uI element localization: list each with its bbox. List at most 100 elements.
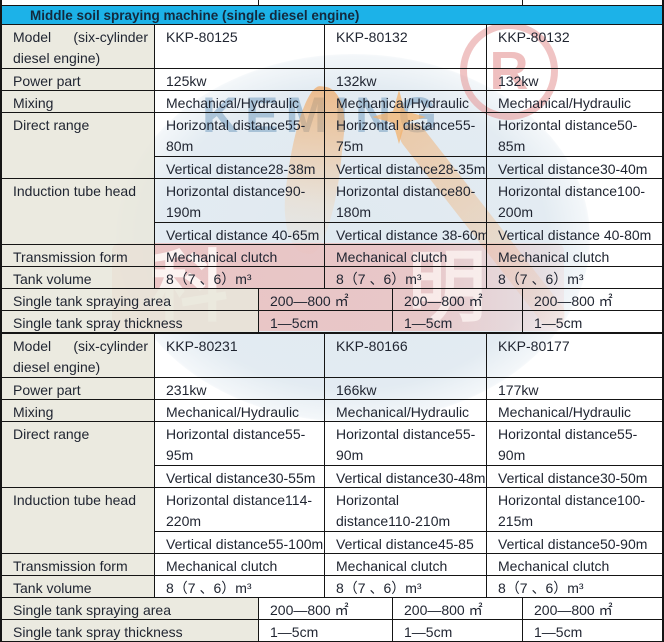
- induction-vertical-value: Vertical distance 40-80m: [487, 223, 662, 245]
- spray-thickness-value: 1—5cm: [393, 620, 523, 642]
- direct-horizontal-value: Horizontal distance55-75m: [325, 113, 487, 157]
- spray-area-label: Single tank spraying area: [2, 598, 259, 620]
- direct-range-section: Direct range Horizontal distance55-80m H…: [2, 113, 662, 179]
- direct-horizontal-value: Horizontal distance55-90m: [487, 422, 662, 466]
- power-value: 125kw: [155, 69, 325, 91]
- mixing-value: Mechanical/Hydraulic: [487, 91, 662, 113]
- direct-horizontal-value: Horizontal distance55-95m: [155, 422, 325, 466]
- transmission-row: Transmission form Mechanical clutch Mech…: [2, 554, 662, 576]
- tank-volume-value: 8（7 、6）m³: [325, 267, 487, 289]
- induction-tube-label: Induction tube head: [2, 488, 155, 554]
- tank-volume-value: 8（7 、6）m³: [325, 576, 487, 598]
- spray-thickness-value: 1—5cm: [259, 620, 393, 642]
- spray-area-value: 200—800 ㎡: [259, 289, 393, 311]
- spray-area-value: 200—800 ㎡: [523, 289, 662, 311]
- induction-vertical-value: Vertical distance 40-65m: [155, 223, 325, 245]
- induction-vertical-value: Vertical distance 38-60m: [325, 223, 487, 245]
- spray-area-value: 200—800 ㎡: [393, 598, 523, 620]
- mixing-value: Mechanical/Hydraulic: [155, 91, 325, 113]
- power-row: Power part 125kw 132kw 132kw: [2, 69, 662, 91]
- transmission-value: Mechanical clutch: [487, 554, 662, 576]
- direct-vertical-value: Vertical distance30-50m: [487, 466, 662, 488]
- model-value: KKP-80166: [325, 334, 487, 378]
- model-row: Model (six-cylinder diesel engine) KKP-8…: [2, 333, 662, 378]
- transmission-value: Mechanical clutch: [325, 245, 487, 267]
- spray-area-row: Single tank spraying area 200—800 ㎡ 200—…: [2, 289, 662, 311]
- induction-horizontal-value: Horizontal distance90-190m: [155, 179, 325, 223]
- tank-volume-value: 8（7 、6）m³: [155, 576, 325, 598]
- induction-horizontal-value: Horizontal distance100-215m: [487, 488, 662, 532]
- direct-horizontal-value: Horizontal distance55-90m: [325, 422, 487, 466]
- induction-horizontal-value: Horizontal distance80-180m: [325, 179, 487, 223]
- partial-cell: [259, 0, 523, 6]
- direct-range-section: Direct range Horizontal distance55-95m H…: [2, 422, 662, 488]
- induction-horizontal-value: Horizontal distance110-210m: [325, 488, 487, 532]
- transmission-label: Transmission form: [2, 245, 155, 267]
- model-value: KKP-80132: [325, 25, 487, 69]
- spray-thickness-row: Single tank spray thickness 1—5cm 1—5cm …: [2, 311, 662, 333]
- spray-thickness-value: 1—5cm: [523, 620, 662, 642]
- direct-range-label: Direct range: [2, 422, 155, 488]
- spray-thickness-value: 1—5cm: [523, 311, 662, 333]
- model-value: KKP-80132: [487, 25, 662, 69]
- spray-area-value: 200—800 ㎡: [523, 598, 662, 620]
- mixing-label: Mixing: [2, 400, 155, 422]
- induction-vertical-value: Vertical distance50-90m: [487, 532, 662, 554]
- direct-vertical-value: Vertical distance28-35m: [325, 157, 487, 179]
- power-label: Power part: [2, 69, 155, 91]
- direct-vertical-value: Vertical distance30-48m: [325, 466, 487, 488]
- induction-horizontal-value: Horizontal distance114-220m: [155, 488, 325, 532]
- model-label: Model (six-cylinder diesel engine): [2, 334, 155, 378]
- table-title-bar: Middle soil spraying machine (single die…: [2, 6, 662, 25]
- mixing-value: Mechanical/Hydraulic: [487, 400, 662, 422]
- power-value: 177kw: [487, 378, 662, 400]
- spray-area-label: Single tank spraying area: [2, 289, 259, 311]
- power-label: Power part: [2, 378, 155, 400]
- power-value: 132kw: [325, 69, 487, 91]
- induction-vertical-value: Vertical distance55-100m: [155, 532, 325, 554]
- induction-tube-section: Induction tube head Horizontal distance1…: [2, 488, 662, 554]
- tank-volume-label: Tank volume: [2, 576, 155, 598]
- spray-thickness-value: 1—5cm: [393, 311, 523, 333]
- mixing-row: Mixing Mechanical/Hydraulic Mechanical/H…: [2, 400, 662, 422]
- tank-volume-value: 8（7 、6）m³: [487, 576, 662, 598]
- power-value: 166kw: [325, 378, 487, 400]
- direct-range-label: Direct range: [2, 113, 155, 179]
- mixing-value: Mechanical/Hydraulic: [325, 91, 487, 113]
- transmission-value: Mechanical clutch: [155, 245, 325, 267]
- transmission-value: Mechanical clutch: [325, 554, 487, 576]
- direct-horizontal-value: Horizontal distance50-85m: [487, 113, 662, 157]
- mixing-row: Mixing Mechanical/Hydraulic Mechanical/H…: [2, 91, 662, 113]
- spray-thickness-label: Single tank spray thickness: [2, 311, 259, 333]
- partial-top-row: [2, 0, 662, 6]
- induction-horizontal-value: Horizontal distance100-200m: [487, 179, 662, 223]
- power-row: Power part 231kw 166kw 177kw: [2, 378, 662, 400]
- partial-cell: [523, 0, 662, 6]
- tank-volume-row: Tank volume 8（7 、6）m³ 8（7 、6）m³ 8（7 、6）m…: [2, 267, 662, 289]
- power-value: 231kw: [155, 378, 325, 400]
- model-value: KKP-80231: [155, 334, 325, 378]
- tank-volume-label: Tank volume: [2, 267, 155, 289]
- mixing-value: Mechanical/Hydraulic: [325, 400, 487, 422]
- spray-area-row: Single tank spraying area 200—800 ㎡ 200—…: [2, 598, 662, 620]
- partial-cell: [2, 0, 259, 6]
- spray-thickness-row: Single tank spray thickness 1—5cm 1—5cm …: [2, 620, 662, 642]
- model-row: Model (six-cylinder diesel engine) KKP-8…: [2, 25, 662, 69]
- tank-volume-value: 8（7 、6）m³: [155, 267, 325, 289]
- tank-volume-value: 8（7 、6）m³: [487, 267, 662, 289]
- induction-vertical-value: Vertical distance45-85: [325, 532, 487, 554]
- tank-volume-row: Tank volume 8（7 、6）m³ 8（7 、6）m³ 8（7 、6）m…: [2, 576, 662, 598]
- model-label: Model (six-cylinder diesel engine): [2, 25, 155, 69]
- direct-horizontal-value: Horizontal distance55-80m: [155, 113, 325, 157]
- transmission-label: Transmission form: [2, 554, 155, 576]
- direct-vertical-value: Vertical distance30-55m: [155, 466, 325, 488]
- mixing-value: Mechanical/Hydraulic: [155, 400, 325, 422]
- spray-area-value: 200—800 ㎡: [393, 289, 523, 311]
- power-value: 132kw: [487, 69, 662, 91]
- transmission-value: Mechanical clutch: [487, 245, 662, 267]
- spray-thickness-value: 1—5cm: [259, 311, 393, 333]
- direct-vertical-value: Vertical distance28-38m: [155, 157, 325, 179]
- induction-tube-label: Induction tube head: [2, 179, 155, 245]
